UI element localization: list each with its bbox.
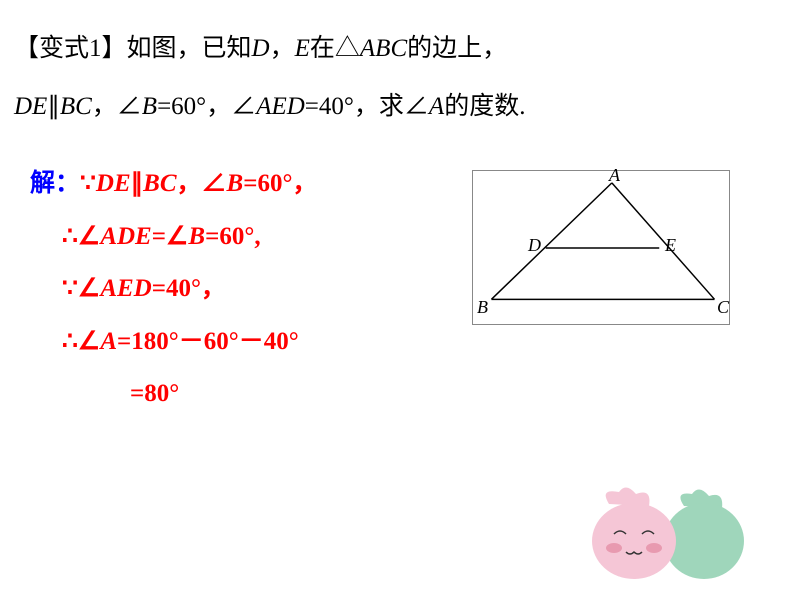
- s4-A: A: [100, 328, 117, 355]
- var-b: B: [142, 93, 157, 120]
- solution-block: 解：∵DE∥BC，∠B=60°， ∴∠ADE=∠B=60°, ∵∠AED=40°…: [30, 158, 317, 421]
- var-d: D: [252, 35, 270, 62]
- var-e: E: [295, 35, 310, 62]
- s5: =80°: [130, 380, 179, 407]
- line2-end: 的度数.: [444, 93, 525, 120]
- solution-label: 解：: [30, 170, 80, 197]
- triangle-svg: [473, 171, 729, 324]
- s1-b: B: [227, 170, 244, 197]
- s1-de: DE: [96, 170, 131, 197]
- var-de: DE: [14, 93, 47, 120]
- problem-line1a: 如图，已知: [127, 35, 252, 62]
- s1-bc: BC: [143, 170, 176, 197]
- var-abc: ABC: [360, 35, 407, 62]
- problem-line1b: 在△: [310, 35, 360, 62]
- vertex-e-label: E: [665, 235, 676, 256]
- s4-therefore: ∴∠: [62, 328, 100, 355]
- eq40: =40°，求∠: [305, 93, 429, 120]
- vertex-c-label: C: [717, 297, 729, 318]
- s1-eq: =60°，: [243, 170, 317, 197]
- s1-because: ∵: [80, 170, 96, 197]
- vertex-b-label: B: [477, 297, 488, 318]
- s1-comma: ，∠: [177, 170, 227, 197]
- s3-eq: =40°，: [152, 275, 226, 302]
- s3-aed: AED: [100, 275, 151, 302]
- triangle-figure: A B C D E: [472, 170, 730, 325]
- var-aed: AED: [256, 93, 305, 120]
- s3-because: ∵∠: [62, 275, 100, 302]
- problem-label: 【变式1】: [14, 35, 127, 62]
- comma2: ，∠: [92, 93, 142, 120]
- eq60: =60°，∠: [157, 93, 256, 120]
- parallel-sym: ∥: [47, 93, 60, 120]
- vertex-a-label: A: [609, 165, 620, 186]
- s2-b: B: [188, 223, 205, 250]
- decoration-image: [574, 486, 749, 581]
- s2-ade: ADE: [100, 223, 151, 250]
- var-a: A: [429, 93, 444, 120]
- s4-eq: =180°－60°－40°: [117, 328, 299, 355]
- problem-text: 【变式1】如图，已知D，E在△ABC的边上， DE∥BC，∠B=60°，∠AED…: [14, 20, 774, 135]
- s2-therefore: ∴∠: [62, 223, 100, 250]
- s2-eq: =∠: [152, 223, 189, 250]
- s1-par: ∥: [131, 170, 144, 197]
- vertex-d-label: D: [528, 235, 541, 256]
- problem-line1c: 的边上，: [407, 35, 507, 62]
- var-bc: BC: [60, 93, 92, 120]
- s2-end: =60°,: [205, 223, 261, 250]
- comma1: ，: [270, 35, 295, 62]
